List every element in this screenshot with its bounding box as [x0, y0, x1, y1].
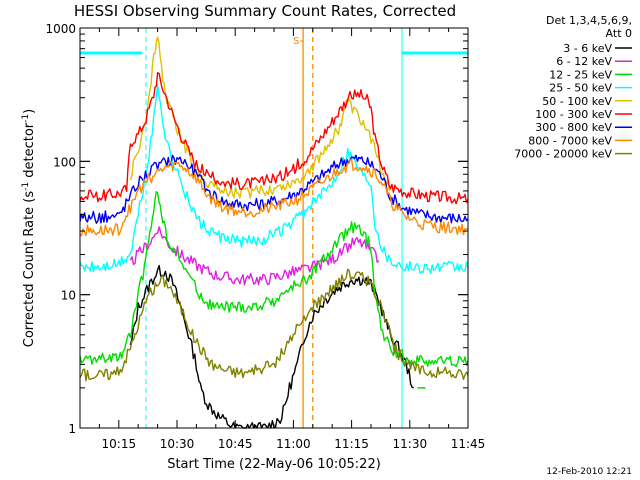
y-axis: 1 10 100 1000 [45, 22, 468, 436]
series-line [129, 264, 414, 429]
footer-timestamp: 12-Feb-2010 12:21 [546, 467, 632, 477]
legend-label: 300 - 800 keV [535, 121, 612, 134]
x-tick-label: 11:30 [393, 437, 428, 451]
y-axis-label-sup: -1 [21, 114, 31, 123]
series-line [79, 158, 469, 237]
y-tick-label: 1 [68, 422, 76, 436]
legend-label: 3 - 6 keV [563, 42, 612, 55]
x-tick-label: 11:45 [451, 437, 486, 451]
legend-label: 50 - 100 keV [542, 95, 612, 108]
series-line [79, 72, 469, 205]
series-line [79, 191, 469, 368]
x-tick-label: 10:45 [218, 437, 253, 451]
y-tick-label: 100 [53, 155, 76, 169]
y-axis-label-part: Corrected Count Rate (s [22, 191, 37, 348]
legend-header-line: Det 1,3,4,5,6,9, [546, 14, 632, 27]
legend-label: 6 - 12 keV [556, 55, 612, 68]
y-axis-label: Corrected Count Rate (s-1 detector-1) [21, 109, 37, 347]
legend-label: 7000 - 20000 keV [514, 148, 612, 161]
legend-label: 12 - 25 keV [549, 68, 612, 81]
x-tick-label: 11:00 [276, 437, 311, 451]
y-axis-label-sup: -1 [21, 182, 31, 191]
x-axis-label: Start Time (22-May-06 10:05:22) [167, 457, 381, 472]
chart-title: HESSI Observing Summary Count Rates, Cor… [74, 2, 456, 20]
legend-label: 100 - 300 keV [535, 108, 612, 121]
orange-annotation-label: S [293, 36, 299, 47]
legend-label: 800 - 7000 keV [528, 134, 612, 147]
x-tick-label: 10:15 [102, 437, 137, 451]
x-axis: 10:15 10:30 10:45 11:00 11:15 11:30 11:45 [79, 28, 486, 451]
y-axis-label-part: detector [22, 122, 37, 182]
series-line [79, 268, 469, 382]
y-tick-label: 1000 [45, 22, 76, 36]
legend-label: 25 - 50 keV [549, 82, 612, 95]
y-axis-label-part: ) [22, 109, 37, 114]
x-tick-label: 11:15 [334, 437, 369, 451]
legend-header-line: Att 0 [606, 27, 632, 40]
x-tick-label: 10:30 [160, 437, 195, 451]
y-tick-label: 10 [61, 289, 76, 303]
